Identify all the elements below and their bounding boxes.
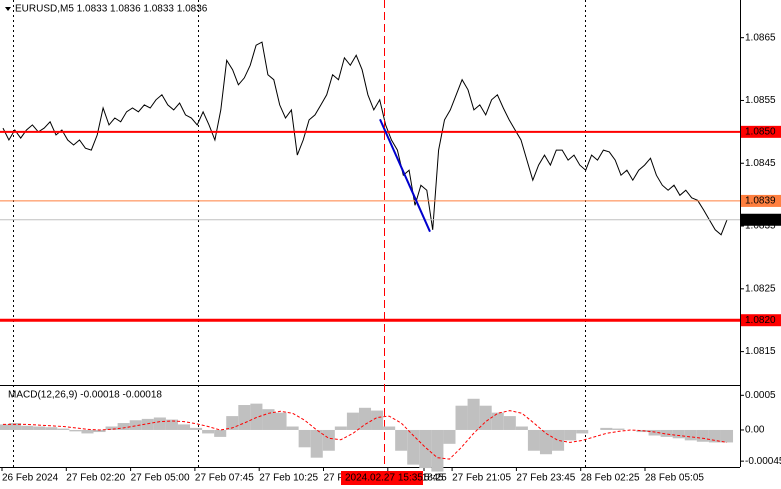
level-label-bg xyxy=(741,213,781,226)
y-tick-label: 1.0845 xyxy=(745,158,776,169)
histogram-bar xyxy=(153,417,166,430)
x-tick-label: 27 Feb 21:05 xyxy=(452,473,511,484)
level-label: 1.0836 xyxy=(745,214,776,225)
histogram-bar xyxy=(576,429,589,434)
histogram-bar xyxy=(358,407,372,430)
histogram-bar xyxy=(177,424,191,430)
y-tick-label: 1.0825 xyxy=(745,283,776,294)
x-tick-label: 27 Feb 23:45 xyxy=(516,473,575,484)
histogram-bar xyxy=(696,429,709,442)
histogram-bar xyxy=(720,429,734,443)
x-tick-label: 27 Feb 05:00 xyxy=(131,473,190,484)
histogram-bar xyxy=(190,427,203,430)
x-tick-label: 5:45 xyxy=(424,473,444,484)
signal-line xyxy=(3,410,728,460)
menu-triangle xyxy=(5,7,11,11)
level-label: 1.0820 xyxy=(745,315,776,326)
level-label: 1.0839 xyxy=(745,196,776,207)
histogram-bar xyxy=(45,427,58,430)
histogram-bar xyxy=(81,429,94,434)
x-tick-label: 27 Feb 02:20 xyxy=(66,473,125,484)
histogram-bar xyxy=(431,429,444,472)
histogram-bar xyxy=(93,429,106,433)
histogram-bar xyxy=(527,429,540,451)
histogram-bar xyxy=(371,410,384,430)
histogram-bar xyxy=(395,429,408,451)
histogram-bar xyxy=(238,405,251,430)
y-tick-label: 1.0835 xyxy=(745,221,776,232)
histogram-bar xyxy=(708,429,721,443)
macd-title: MACD(12,26,9) -0.00018 -0.00018 xyxy=(8,390,162,401)
x-tick-label: 28 Feb 05:05 xyxy=(645,473,704,484)
x-tick-label: 27 F xyxy=(324,473,344,484)
histogram-bar xyxy=(9,423,22,430)
histogram-bar xyxy=(564,429,577,441)
histogram-bar xyxy=(491,412,504,430)
histogram-bar xyxy=(33,426,46,430)
histogram-bar xyxy=(262,409,275,430)
cursor-label-bg xyxy=(341,471,423,485)
histogram-bar xyxy=(515,426,528,430)
y-tick-label: -0.00045 xyxy=(745,456,781,467)
histogram-bar xyxy=(57,428,70,430)
x-tick-label: 28 Feb 02:25 xyxy=(581,473,640,484)
chart-title: EURUSD,M5 1.0833 1.0836 1.0833 1.0836 xyxy=(15,4,208,15)
histogram-bar xyxy=(467,398,480,430)
histogram-bar xyxy=(383,426,396,430)
histogram-bar xyxy=(310,429,323,458)
histogram-bar xyxy=(202,429,215,434)
histogram-bar xyxy=(672,429,685,439)
histogram-bar xyxy=(684,429,697,441)
histogram-bar xyxy=(660,429,673,437)
histogram-bar xyxy=(69,429,82,432)
level-label: 1.0850 xyxy=(745,126,776,137)
histogram-bar xyxy=(117,423,130,430)
histogram-bar xyxy=(21,425,34,430)
price-line xyxy=(2,41,728,236)
x-tick-label: 27 Feb 07:45 xyxy=(195,473,254,484)
level-label-bg xyxy=(741,194,781,207)
x-tick-label: 27 Feb 10:25 xyxy=(259,473,318,484)
histogram-bar xyxy=(612,428,625,430)
histogram-bar xyxy=(105,426,118,430)
histogram-bar xyxy=(346,412,359,430)
level-label-bg xyxy=(741,125,781,138)
histogram-bar xyxy=(539,429,553,455)
histogram-bar xyxy=(0,424,10,430)
histogram-bar xyxy=(334,426,347,430)
histogram-bar xyxy=(455,405,468,430)
cursor-label: 2024.02.27 15:35 xyxy=(345,473,423,484)
level-label-bg xyxy=(741,314,781,327)
x-tick-label: 26 Feb 2024 xyxy=(2,473,59,484)
y-tick-label: 0.00 xyxy=(745,425,765,436)
histogram-bar xyxy=(648,429,661,436)
trend-line xyxy=(379,118,431,233)
histogram-bar xyxy=(443,429,456,444)
y-tick-label: 1.0815 xyxy=(745,346,776,357)
histogram-bar xyxy=(226,416,239,430)
histogram-bar xyxy=(552,429,565,451)
y-tick-label: 1.0865 xyxy=(745,32,776,43)
histogram-bar xyxy=(600,427,613,430)
frame xyxy=(0,0,741,468)
histogram-bar xyxy=(165,419,178,430)
histogram-bar xyxy=(322,429,335,451)
histogram-bar xyxy=(503,416,516,430)
histogram-bar xyxy=(214,429,227,437)
histogram-bar xyxy=(129,420,142,430)
y-tick-label: 0.0005 xyxy=(745,390,776,401)
histogram-bar xyxy=(250,403,263,430)
histogram-bar xyxy=(298,429,311,448)
histogram-bar xyxy=(141,418,154,430)
histogram-bar xyxy=(274,412,287,430)
histogram-bar xyxy=(286,426,299,430)
y-tick-label: 1.0855 xyxy=(745,95,776,106)
histogram-bar xyxy=(419,429,432,469)
